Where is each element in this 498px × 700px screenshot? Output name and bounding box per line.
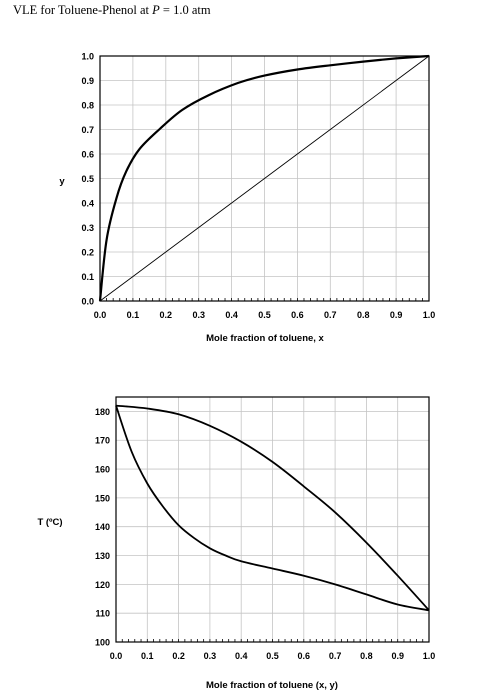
x-tick-label: 0.0 bbox=[110, 651, 123, 661]
x-tick-label: 0.1 bbox=[141, 651, 154, 661]
x-tick-label: 0.4 bbox=[235, 651, 248, 661]
x-tick-label: 0.1 bbox=[127, 310, 140, 320]
y-tick-label: 0.4 bbox=[81, 199, 94, 209]
x-tick-label: 0.8 bbox=[360, 651, 373, 661]
x-tick-label: 0.6 bbox=[291, 310, 304, 320]
x-tick-label: 0.4 bbox=[225, 310, 238, 320]
x-axis-label: Mole fraction of toluene (x, y) bbox=[206, 680, 338, 691]
chart-txy: 0.0 0.1 0.2 0.3 0.4 0.5 0.6 0.7 0.8 0.9 1.0 100 110 1… bbox=[37, 396, 436, 691]
x-tick-label: 0.5 bbox=[258, 310, 271, 320]
y-tick-label: 120 bbox=[95, 580, 110, 590]
y-tick-label: 0.2 bbox=[81, 248, 94, 258]
y-tick-label: 110 bbox=[95, 609, 110, 619]
y-tick-label: 0.8 bbox=[81, 101, 94, 111]
dew-point-curve bbox=[115, 404, 430, 611]
plot-frame bbox=[99, 55, 430, 302]
y-tick-label: 0.9 bbox=[81, 76, 94, 86]
x-tick-label: 0.9 bbox=[390, 310, 403, 320]
y-tick-label: 150 bbox=[95, 493, 110, 503]
y-tick-label: 180 bbox=[95, 407, 110, 417]
y-axis-label: T (ºC) bbox=[37, 517, 62, 528]
diagonal-line bbox=[99, 55, 430, 302]
y-tick-label: 0.1 bbox=[81, 272, 94, 282]
x-tick-label: 0.3 bbox=[192, 310, 205, 320]
x-tick-label: 1.0 bbox=[423, 651, 436, 661]
x-tick-label: 0.3 bbox=[204, 651, 217, 661]
x-tick-label: 0.8 bbox=[357, 310, 370, 320]
page-title: VLE for Toluene-Phenol at P = 1.0 atm bbox=[13, 3, 211, 17]
x-tick-label: 0.2 bbox=[172, 651, 185, 661]
equilibrium-curve bbox=[98, 54, 430, 302]
bubble-point-curve bbox=[115, 405, 430, 612]
y-axis-label: y bbox=[59, 176, 65, 187]
x-tick-label: 0.7 bbox=[324, 310, 337, 320]
y-tick-label: 130 bbox=[95, 551, 110, 561]
x-tick-label: 0.5 bbox=[266, 651, 279, 661]
x-tick-label: 0.6 bbox=[298, 651, 311, 661]
y-tick-label: 1.0 bbox=[81, 52, 94, 62]
y-tick-label: 170 bbox=[95, 436, 110, 446]
y-tick-label: 0.0 bbox=[81, 297, 94, 307]
x-tick-label: 1.0 bbox=[423, 310, 436, 320]
y-tick-label: 0.7 bbox=[81, 125, 94, 135]
y-tick-label: 100 bbox=[95, 638, 110, 648]
plot-frame bbox=[115, 396, 430, 643]
y-tick-label: 140 bbox=[95, 522, 110, 532]
x-tick-label: 0.0 bbox=[94, 310, 107, 320]
x-tick-label: 0.9 bbox=[391, 651, 404, 661]
x-axis-label: Mole fraction of toluene, x bbox=[206, 333, 324, 344]
y-tick-label: 0.5 bbox=[81, 174, 94, 184]
x-tick-label: 0.2 bbox=[160, 310, 173, 320]
x-tick-label: 0.7 bbox=[329, 651, 342, 661]
y-tick-label: 160 bbox=[95, 465, 110, 475]
chart-yx: 0.0 0.1 0.2 0.3 0.4 0.5 0.6 0.7 0.8 0.9 1.0 0.0 0.1 0… bbox=[59, 52, 436, 345]
y-tick-label: 0.3 bbox=[81, 223, 94, 233]
y-tick-label: 0.6 bbox=[81, 150, 94, 160]
